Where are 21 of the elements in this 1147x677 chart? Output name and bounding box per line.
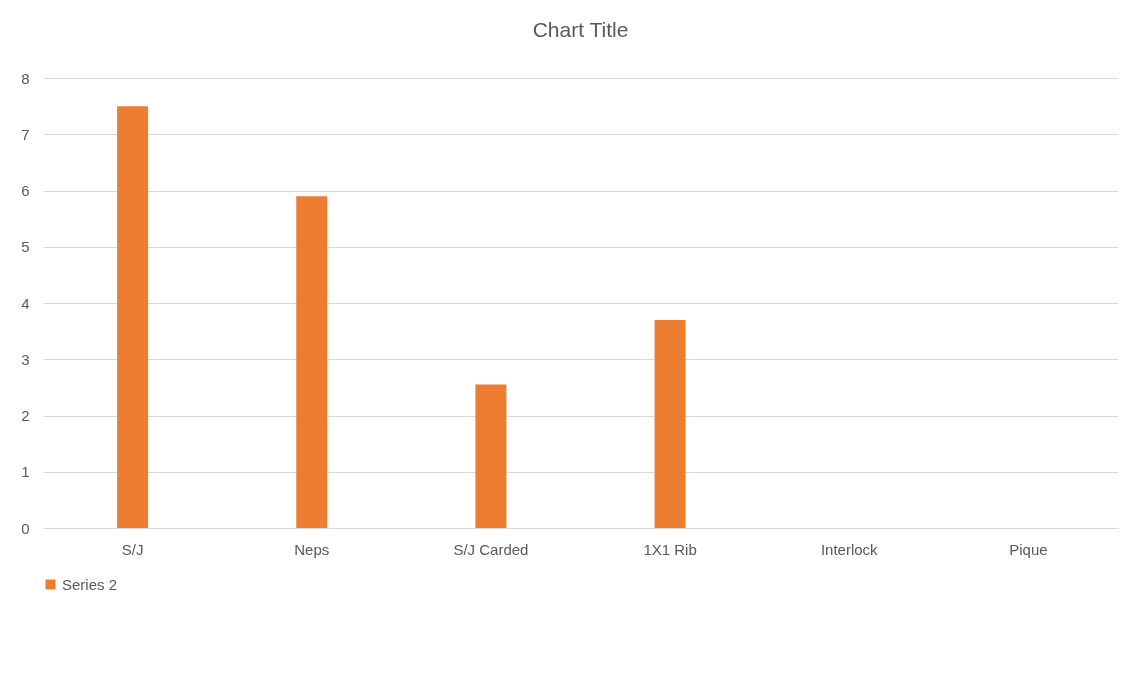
y-tick-label: 3: [21, 350, 30, 368]
bar: [296, 196, 328, 528]
x-tick-label: S/J: [121, 540, 144, 558]
y-tick-label: 5: [21, 238, 30, 256]
y-tick-label: 0: [21, 519, 30, 537]
chart-title: Chart Title: [532, 18, 629, 41]
bar: [117, 106, 149, 528]
x-tick-label: Interlock: [820, 540, 879, 558]
y-tick-label: 1: [21, 463, 30, 481]
x-tick-label: S/J Carded: [453, 540, 529, 558]
y-tick-label: 2: [21, 407, 30, 424]
y-tick-label: 8: [21, 69, 30, 87]
x-tick-label: Pique: [1009, 540, 1048, 558]
y-tick-label: 6: [21, 182, 30, 199]
y-tick-label: 7: [21, 125, 30, 143]
legend-label: Series 2: [62, 575, 118, 593]
x-tick-label: Neps: [294, 540, 330, 558]
bar: [654, 319, 686, 528]
bar: [475, 384, 507, 528]
y-tick-label: 4: [21, 294, 30, 312]
x-tick-label: 1X1 Rib: [643, 540, 697, 558]
